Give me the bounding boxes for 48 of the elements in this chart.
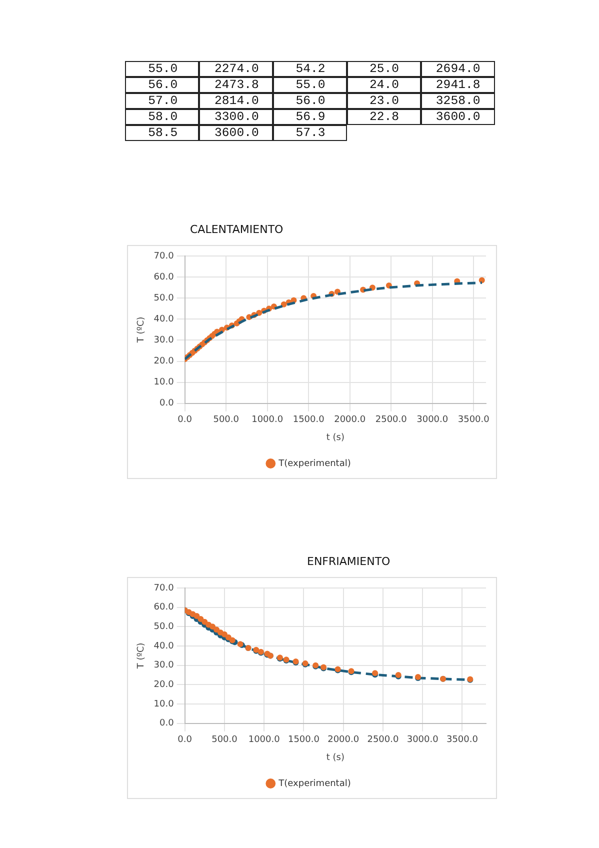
x-tick-label: 2500.0: [375, 415, 408, 426]
text: 57.0 2814.0 56.0 23.0 3258.0: [148, 94, 480, 108]
point: [369, 284, 376, 291]
x-tick-label: 0.0: [178, 735, 192, 746]
y-axis-title: T (ºC): [136, 642, 147, 670]
text: 56.0 2473.8 55.0 24.0 2941.8: [148, 78, 480, 92]
x-tick-label: 1500.0: [292, 415, 325, 426]
text: 58.0 3300.0 56.9 22.8 3600.0: [148, 110, 480, 124]
y-tick-label: 70.0: [154, 251, 174, 262]
y-tick-label: 0.0: [160, 398, 174, 409]
legend-label: T(experimental): [278, 458, 351, 469]
x-tick-label: 1500.0: [288, 735, 320, 746]
x-tick-label: 1000.0: [252, 415, 284, 426]
x-tick-label: 3000.0: [406, 735, 439, 746]
y-tick-label: 60.0: [154, 602, 174, 613]
y-tick-label: 10.0: [154, 699, 174, 710]
chart-title: CALENTAMIENTO: [190, 223, 284, 238]
x-tick-label: 3500.0: [446, 735, 478, 746]
x-tick-label: 2500.0: [367, 735, 399, 746]
point: [221, 631, 228, 638]
y-tick-label: 30.0: [154, 336, 174, 346]
x-tick-label: 3000.0: [416, 415, 448, 426]
x-tick-label: 3500.0: [458, 415, 490, 426]
x-tick-label: 0.0: [178, 415, 192, 426]
y-tick-label: 50.0: [154, 293, 174, 304]
x-tick-label: 1000.0: [248, 735, 280, 746]
x-axis-title: t (s): [326, 432, 344, 443]
x-tick-label: 2000.0: [328, 735, 360, 746]
y-tick-label: 0.0: [160, 718, 174, 729]
y-axis-title: T (ºC): [136, 316, 147, 344]
y-tick-label: 30.0: [154, 660, 174, 671]
x-tick-label: 500.0: [213, 415, 240, 426]
y-tick-label: 20.0: [154, 680, 174, 690]
text: 55.0 2274.0 54.2 25.0 2694.0: [148, 62, 480, 76]
y-tick-label: 10.0: [154, 378, 174, 388]
point: [214, 626, 220, 633]
text: 58.5 3600.0 57.3: [148, 126, 326, 140]
x-tick-label: 2000.0: [334, 415, 366, 426]
legend-label: T(experimental): [278, 778, 351, 789]
x-tick-label: 500.0: [212, 735, 238, 746]
y-tick-label: 40.0: [154, 314, 174, 325]
chart-title: ENFRIAMIENTO: [307, 555, 392, 570]
y-tick-label: 50.0: [154, 622, 174, 632]
y-tick-label: 20.0: [154, 356, 174, 367]
y-tick-label: 40.0: [154, 641, 174, 652]
y-tick-label: 60.0: [154, 272, 174, 282]
y-tick-label: 70.0: [154, 583, 174, 594]
x-axis-title: t (s): [326, 752, 344, 763]
